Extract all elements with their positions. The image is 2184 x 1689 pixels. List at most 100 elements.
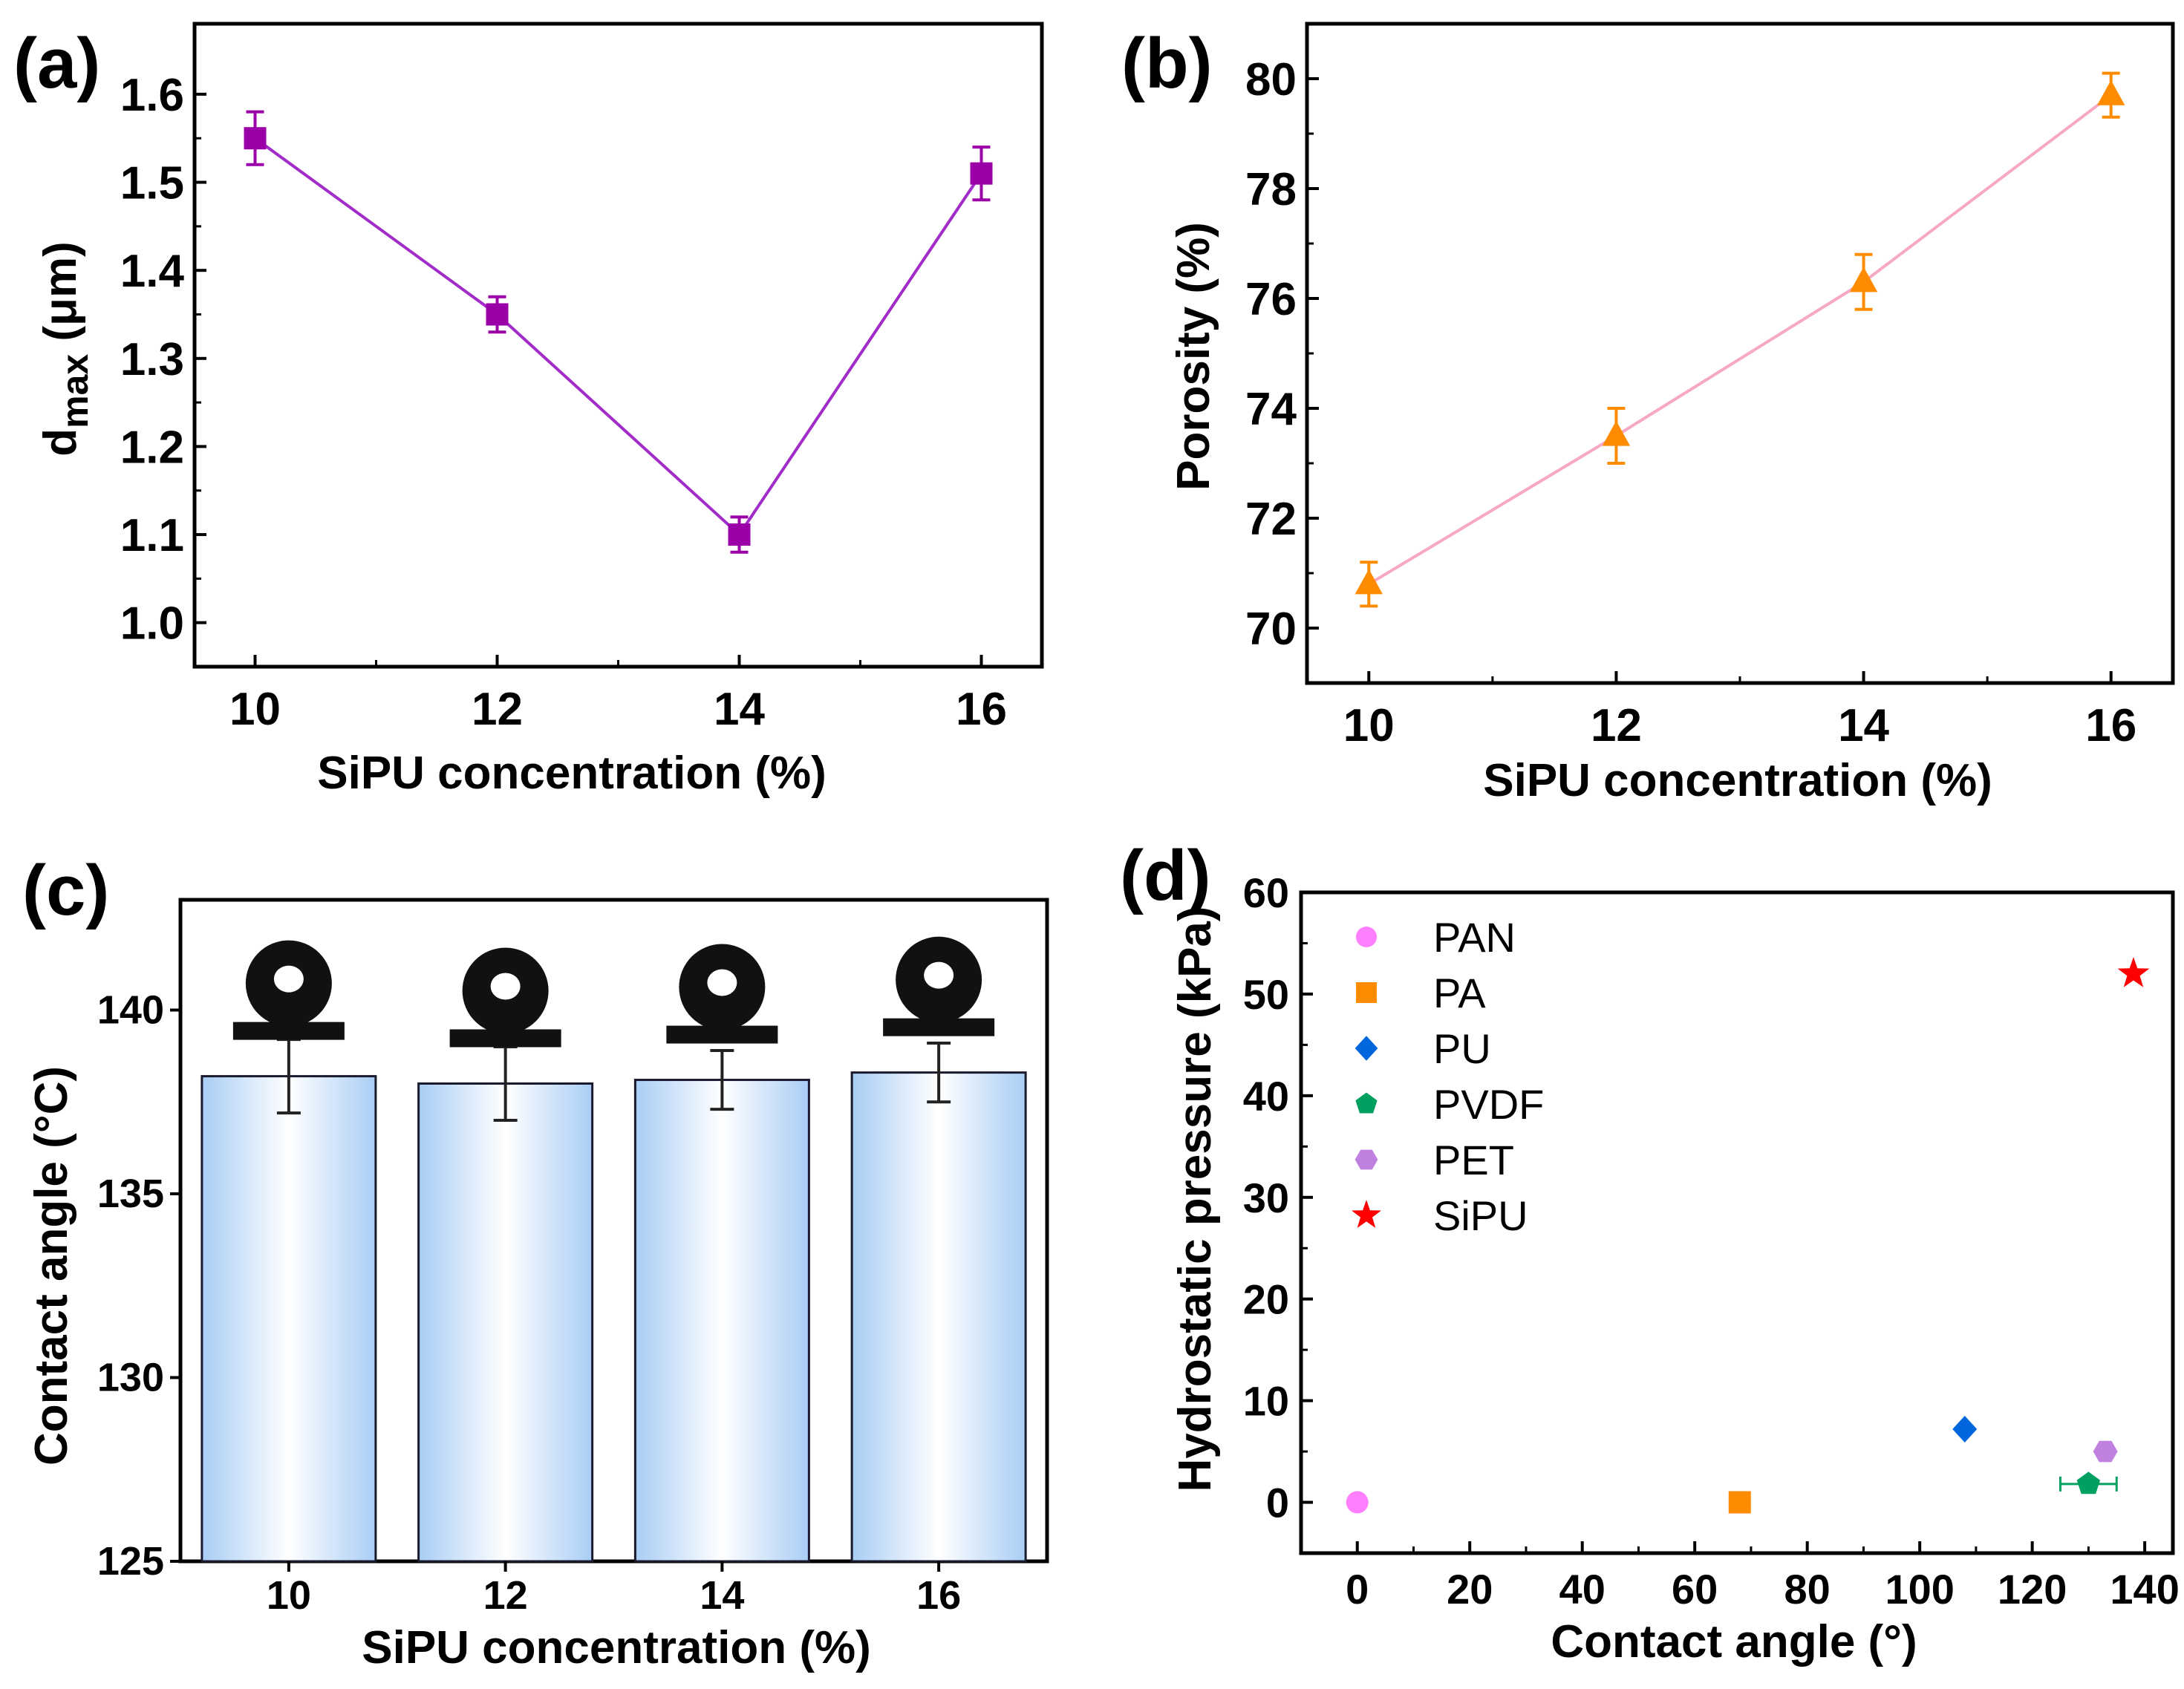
panel-d-y-tick-label: 20 bbox=[1243, 1276, 1289, 1323]
panel-c-x-axis-title: SiPU concentration (%) bbox=[362, 1622, 871, 1673]
panel-b-label: (b) bbox=[1121, 24, 1213, 103]
panel-a-y-axis-title-unit: (μm) bbox=[35, 241, 86, 354]
panel-c-x-tick-label: 16 bbox=[916, 1573, 961, 1618]
panel-b-y-tick-label: 72 bbox=[1245, 494, 1297, 545]
panel-b-data-point bbox=[1849, 267, 1878, 293]
panel-d-y-tick-label: 60 bbox=[1243, 869, 1289, 916]
panel-b-data-point bbox=[1355, 569, 1383, 595]
panel-d-data-point bbox=[2093, 1440, 2118, 1463]
panel-d-data-point bbox=[1952, 1415, 1978, 1443]
panel-d-x-tick-label: 60 bbox=[1672, 1566, 1718, 1613]
panel-a-x-tick-label: 16 bbox=[956, 684, 1007, 735]
panel-d-data-point bbox=[2076, 1471, 2101, 1494]
panel-c-droplet-highlight bbox=[273, 965, 304, 993]
panel-a-y-tick-label: 1.3 bbox=[120, 334, 184, 385]
panel-d-legend-marker bbox=[1356, 982, 1377, 1003]
panel-d-y-tick-label: 30 bbox=[1243, 1175, 1289, 1221]
panel-a-series-line bbox=[254, 137, 983, 538]
panel-c-bar bbox=[850, 1071, 1027, 1563]
panel-c-x-tick-label: 10 bbox=[267, 1573, 311, 1618]
panel-d-legend-label: PU bbox=[1433, 1025, 1491, 1072]
panel-d-legend-label: PET bbox=[1433, 1137, 1514, 1183]
panel-c-y-tick-label: 125 bbox=[97, 1539, 164, 1584]
panel-b-y-axis-title: Porosity (%) bbox=[1168, 222, 1219, 491]
panel-d-data-point bbox=[1346, 1491, 1369, 1514]
panel-d-label: (d) bbox=[1120, 836, 1211, 915]
panel-c-y-tick-label: 135 bbox=[97, 1172, 164, 1216]
panel-d-x-tick-label: 100 bbox=[1885, 1566, 1954, 1613]
panel-c-x-tick-label: 12 bbox=[483, 1573, 528, 1618]
panel-d-legend-label: PA bbox=[1433, 970, 1486, 1016]
panel-d-x-tick-label: 0 bbox=[1346, 1566, 1369, 1613]
panel-a-x-axis-title: SiPU concentration (%) bbox=[317, 748, 827, 799]
panel-a-y-axis-title-main: d bbox=[35, 428, 86, 457]
panel-a-y-tick-label: 1.2 bbox=[120, 422, 184, 473]
panel-a-y-tick-label: 1.6 bbox=[120, 70, 184, 121]
panel-d-data-point bbox=[1728, 1491, 1751, 1514]
panel-b-plot-frame bbox=[1305, 22, 2175, 685]
panel-b-y-tick-label: 76 bbox=[1245, 274, 1297, 325]
panel-d-x-axis-title: Contact angle (°) bbox=[1551, 1616, 1917, 1667]
panel-d-legend-label: SiPU bbox=[1433, 1192, 1528, 1239]
panel-a-y-axis-title: dmax (μm) bbox=[35, 241, 96, 457]
chart-panel-b: SiPU concentration (%) Porosity (%) 10 12… bbox=[1168, 22, 2175, 806]
panel-c-droplet-highlight bbox=[490, 973, 521, 1000]
panel-d-legend-marker bbox=[1352, 1200, 1381, 1228]
panel-d-y-axis-title: Hydrostatic pressure (kPa) bbox=[1170, 906, 1221, 1492]
panel-d-legend-label: PVDF bbox=[1433, 1081, 1544, 1128]
panel-c-y-tick-label: 130 bbox=[97, 1356, 164, 1400]
panel-d-legend-marker bbox=[1355, 1092, 1378, 1114]
panel-d-legend-marker bbox=[1355, 1036, 1378, 1061]
panel-d-y-tick-label: 10 bbox=[1243, 1378, 1289, 1425]
panel-b-x-axis-title: SiPU concentration (%) bbox=[1483, 755, 1992, 806]
panel-d-x-tick-label: 20 bbox=[1447, 1566, 1493, 1613]
panel-d-y-tick-label: 40 bbox=[1243, 1073, 1289, 1120]
panel-b-x-tick-label: 16 bbox=[2085, 700, 2136, 751]
panel-b-y-tick-label: 70 bbox=[1245, 604, 1297, 655]
panel-a-label: (a) bbox=[13, 24, 100, 103]
panel-c-droplet-highlight bbox=[924, 961, 954, 989]
panel-c-x-tick-label: 14 bbox=[700, 1573, 744, 1618]
panel-d-legend-marker bbox=[1356, 927, 1377, 947]
panel-b-y-tick-label: 78 bbox=[1245, 164, 1297, 215]
panel-a-data-point bbox=[970, 162, 993, 185]
panel-d-x-tick-label: 140 bbox=[2110, 1566, 2179, 1613]
panel-d-legend-label: PAN bbox=[1433, 914, 1516, 961]
panel-a-plot-frame bbox=[192, 22, 1044, 669]
panel-a-x-tick-label: 14 bbox=[714, 684, 765, 735]
panel-a-data-point bbox=[244, 127, 267, 150]
panel-b-data-point bbox=[2097, 79, 2125, 105]
panel-d-x-tick-label: 120 bbox=[1998, 1566, 2067, 1613]
panel-d-x-tick-label: 40 bbox=[1559, 1566, 1606, 1613]
panel-a-data-point bbox=[728, 523, 751, 546]
panel-b-x-tick-label: 14 bbox=[1838, 700, 1889, 751]
panel-d-legend-marker bbox=[1355, 1149, 1378, 1170]
panel-d-y-tick-label: 0 bbox=[1266, 1480, 1289, 1526]
panel-c-plot-frame bbox=[178, 898, 1049, 1564]
panel-a-data-point bbox=[486, 303, 509, 326]
panel-a-y-tick-label: 1.4 bbox=[120, 246, 185, 297]
panel-b-x-tick-label: 12 bbox=[1591, 700, 1642, 751]
panel-b-series-line bbox=[1368, 94, 2112, 586]
panel-b-x-tick-label: 10 bbox=[1343, 700, 1395, 751]
panel-a-x-tick-label: 10 bbox=[229, 684, 281, 735]
panel-a-x-tick-label: 12 bbox=[472, 684, 523, 735]
panel-c-droplet-highlight bbox=[707, 969, 737, 996]
panel-d-x-tick-label: 80 bbox=[1784, 1566, 1831, 1613]
chart-panel-a: SiPU concentration (%) dmax (μm) 10 12 14 1… bbox=[35, 22, 1044, 799]
panel-c-y-axis-title: Contact angle (°C) bbox=[26, 1066, 77, 1466]
panel-c-label: (c) bbox=[22, 851, 109, 930]
chart-panel-d: Contact angle (°) Hydrostatic pressure (… bbox=[1170, 869, 2180, 1667]
panel-d-data-point bbox=[2117, 957, 2150, 987]
panel-a-y-axis-title-sub: max bbox=[54, 354, 96, 428]
panel-c-bar bbox=[633, 1079, 810, 1563]
panel-c-bar bbox=[417, 1082, 594, 1563]
panel-a-y-tick-label: 1.1 bbox=[120, 510, 184, 561]
panel-b-y-tick-label: 74 bbox=[1245, 384, 1297, 435]
panel-a-y-tick-label: 1.5 bbox=[120, 158, 184, 209]
chart-panel-c: SiPU concentration (%) Contact angle (°C… bbox=[26, 898, 1049, 1673]
panel-c-bar bbox=[201, 1075, 377, 1563]
panel-b-y-tick-label: 80 bbox=[1245, 54, 1297, 105]
panel-c-y-tick-label: 140 bbox=[97, 988, 164, 1033]
